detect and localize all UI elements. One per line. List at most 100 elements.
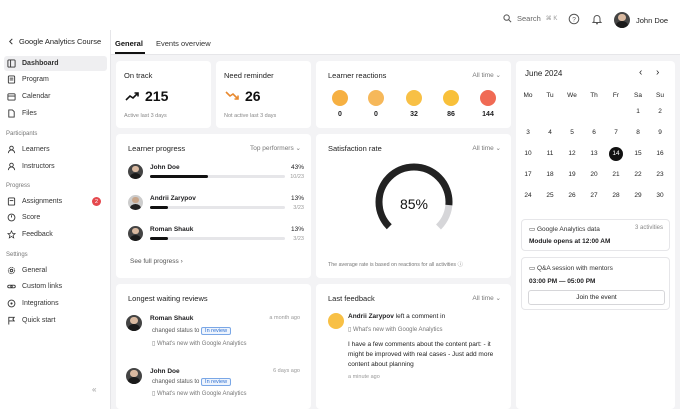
next-month-button[interactable]: › — [656, 67, 659, 78]
trend-down-icon — [225, 91, 239, 100]
calendar-day[interactable]: 7 — [614, 129, 618, 136]
calendar-month: June 2024 — [525, 69, 563, 78]
card-title: On track — [124, 71, 153, 80]
progress-count: 10/23 — [290, 174, 304, 180]
user-menu[interactable]: John Doe — [614, 12, 668, 28]
weekday-label: Th — [590, 92, 598, 99]
calendar-day[interactable]: 20 — [590, 171, 598, 178]
calendar-day[interactable]: 30 — [656, 192, 664, 199]
calendar-day[interactable]: 3 — [526, 129, 530, 136]
sidebar-item-label: General — [22, 267, 47, 274]
reaction-count: 86 — [447, 111, 455, 118]
sidebar-item-learners[interactable]: Learners — [4, 142, 107, 157]
satisfaction-filter-dropdown[interactable]: All time ⌄ — [472, 144, 501, 152]
calendar-day[interactable]: 28 — [612, 192, 620, 199]
chevron-right-icon: › — [180, 258, 183, 265]
calendar-day[interactable]: 2 — [658, 108, 662, 115]
calendar-day-selected[interactable]: 14 — [609, 147, 623, 161]
calendar-day[interactable]: 12 — [568, 150, 576, 157]
calendar-day[interactable]: 23 — [656, 171, 664, 178]
card-title: Last feedback — [328, 294, 375, 303]
feedback-link[interactable]: ▯ What's new with Google Analytics — [348, 326, 443, 333]
event-card[interactable]: ▭ Google Analytics data 3 activities Mod… — [521, 219, 670, 251]
sidebar-item-label: Program — [22, 76, 49, 83]
sidebar-item-quick-start[interactable]: Quick start — [4, 313, 107, 328]
progress-bar-fill — [150, 237, 168, 240]
event-card[interactable]: ▭ Q&A session with mentors 03:00 PM — 05… — [521, 257, 670, 310]
calendar-day[interactable]: 11 — [546, 150, 554, 157]
module-icon: ▭ — [529, 226, 536, 233]
calendar-day[interactable]: 29 — [634, 192, 642, 199]
review-link[interactable]: ▯ What's new with Google Analytics — [152, 390, 247, 397]
progress-row[interactable]: Roman Shauk 13% 3/23 — [128, 226, 304, 248]
sidebar-item-program[interactable]: Program — [4, 72, 107, 87]
calendar-day[interactable]: 1 — [636, 108, 640, 115]
progress-row[interactable]: Andrii Zarypov 13% 3/23 — [128, 195, 304, 217]
event-title: ▭ Q&A session with mentors — [529, 264, 613, 272]
calendar-day[interactable]: 24 — [524, 192, 532, 199]
sidebar-item-custom-links[interactable]: Custom links — [4, 279, 107, 294]
calendar-day[interactable]: 15 — [634, 150, 642, 157]
sidebar-item-dashboard[interactable]: Dashboard — [4, 56, 107, 71]
document-icon: ▯ — [152, 341, 156, 347]
join-event-button[interactable]: Join the event — [528, 290, 665, 305]
calendar-day[interactable]: 19 — [568, 171, 576, 178]
calendar-day[interactable]: 6 — [592, 129, 596, 136]
feedback-time: a minute ago — [348, 374, 380, 380]
reactions-filter-dropdown[interactable]: All time ⌄ — [472, 71, 501, 79]
sidebar-item-files[interactable]: Files — [4, 106, 107, 121]
need-reminder-card: Need reminder 26 Not active last 3 days — [216, 61, 311, 128]
calendar-day[interactable]: 25 — [546, 192, 554, 199]
tab-events-overview[interactable]: Events overview — [156, 39, 211, 48]
see-full-progress-link[interactable]: See full progress › — [130, 258, 183, 265]
sidebar-item-calendar[interactable]: Calendar — [4, 89, 107, 104]
integrations-icon — [7, 299, 16, 308]
calendar-day[interactable]: 16 — [656, 150, 664, 157]
back-to-course[interactable]: Google Analytics Course — [8, 37, 101, 46]
calendar-day[interactable]: 21 — [612, 171, 620, 178]
weekday-label: Tu — [546, 92, 554, 99]
tab-general[interactable]: General — [115, 39, 143, 48]
sidebar-item-feedback[interactable]: Feedback — [4, 227, 107, 242]
calendar-day[interactable]: 4 — [548, 129, 552, 136]
calendar-day[interactable]: 27 — [590, 192, 598, 199]
calendar-day[interactable]: 13 — [590, 150, 598, 157]
heart-eyes-emoji-icon — [480, 90, 496, 106]
waiting-reviews-card: Longest waiting reviews — [116, 284, 311, 409]
calendar-day[interactable]: 26 — [568, 192, 576, 199]
link-icon — [7, 284, 16, 289]
program-icon — [7, 75, 16, 84]
help-icon[interactable]: ? — [568, 13, 580, 25]
collapse-sidebar-button[interactable]: « — [92, 385, 97, 394]
info-icon[interactable]: ⓘ — [457, 262, 463, 268]
calendar-day[interactable]: 22 — [634, 171, 642, 178]
status-badge: In review — [201, 378, 232, 386]
instructors-icon — [7, 162, 16, 171]
progress-row[interactable]: John Doe 43% 10/23 — [128, 164, 304, 186]
sidebar-item-integrations[interactable]: Integrations — [4, 296, 107, 311]
author-name: Andrii Zarypov — [348, 313, 394, 320]
progress-percent: 43% — [290, 164, 304, 171]
review-link[interactable]: ▯ What's new with Google Analytics — [152, 340, 247, 347]
calendar-day[interactable]: 17 — [524, 171, 532, 178]
sidebar-item-instructors[interactable]: Instructors — [4, 159, 107, 174]
event-detail: Module opens at 12:00 AM — [529, 238, 611, 245]
review-item[interactable]: John Doe 6 days ago changed status to In… — [126, 366, 302, 406]
feedback-filter-dropdown[interactable]: All time ⌄ — [472, 294, 501, 302]
sidebar-item-general[interactable]: General — [4, 263, 107, 278]
sidebar-item-score[interactable]: Score — [4, 210, 107, 225]
calendar-day[interactable]: 9 — [658, 129, 662, 136]
avatar — [614, 12, 630, 28]
calendar-day[interactable]: 8 — [636, 129, 640, 136]
sidebar-item-assignments[interactable]: Assignments 2 — [4, 194, 107, 209]
search-button[interactable]: Search ⌘ K — [503, 14, 557, 23]
prev-month-button[interactable]: ‹ — [639, 67, 642, 78]
progress-bar — [150, 175, 285, 178]
bell-icon[interactable] — [591, 13, 603, 25]
review-item[interactable]: Roman Shauk a month ago changed status t… — [126, 313, 302, 353]
progress-filter-dropdown[interactable]: Top performers ⌄ — [250, 144, 301, 152]
calendar-day[interactable]: 10 — [524, 150, 532, 157]
calendar-day[interactable]: 5 — [570, 129, 574, 136]
action-text: changed status to — [152, 379, 200, 385]
calendar-day[interactable]: 18 — [546, 171, 554, 178]
